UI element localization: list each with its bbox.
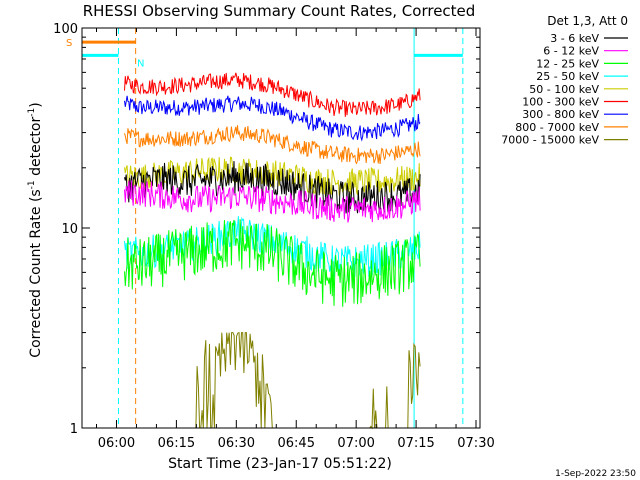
legend-label-7: 800 - 7000 keV bbox=[515, 121, 599, 134]
x-tick-label-4: 07:00 bbox=[337, 436, 374, 451]
legend-label-2: 12 - 25 keV bbox=[536, 57, 599, 70]
plot-area: SN bbox=[66, 28, 464, 430]
series-line-8 bbox=[124, 331, 421, 430]
plot-frame bbox=[81, 27, 481, 429]
legend-label-6: 300 - 800 keV bbox=[522, 108, 599, 121]
y-axis-label: Corrected Count Rate (s-1 detector-1) bbox=[27, 102, 44, 357]
legend-label-3: 25 - 50 keV bbox=[536, 70, 599, 83]
legend-label-8: 7000 - 15000 keV bbox=[501, 134, 599, 147]
series-line-0 bbox=[124, 160, 421, 214]
x-tick-label-1: 06:15 bbox=[158, 436, 195, 451]
y-axis-label-main: Corrected Count Rate (s bbox=[28, 189, 44, 357]
x-axis-label: Start Time (23-Jan-17 05:51:22) bbox=[168, 456, 392, 472]
chart-title: RHESSI Observing Summary Count Rates, Co… bbox=[83, 2, 476, 20]
x-tick-label-2: 06:30 bbox=[218, 436, 255, 451]
x-tick-label-6: 07:30 bbox=[457, 436, 494, 451]
x-axis: 06:00 06:15 06:30 06:45 07:00 07:15 07:30 bbox=[96, 28, 495, 451]
flag-label-n: N bbox=[137, 58, 144, 69]
y-axis-label-exp2: -1 bbox=[27, 108, 37, 117]
y-axis-label-mid: detector bbox=[28, 117, 44, 181]
y-tick-label-1: 10 bbox=[61, 222, 78, 237]
series-line-7 bbox=[124, 125, 421, 165]
x-tick-label-5: 07:15 bbox=[397, 436, 434, 451]
y-tick-label-0: 1 bbox=[70, 422, 78, 437]
legend-label-1: 6 - 12 keV bbox=[543, 45, 599, 58]
y-axis-label-exp1: -1 bbox=[27, 180, 37, 189]
series-line-2 bbox=[124, 219, 421, 307]
x-tick-label-0: 06:00 bbox=[98, 436, 135, 451]
legend-label-4: 50 - 100 keV bbox=[529, 83, 599, 96]
timestamp: 1-Sep-2022 23:50 bbox=[555, 469, 636, 479]
series-line-5 bbox=[124, 72, 421, 117]
legend-header: Det 1,3, Att 0 bbox=[547, 14, 628, 28]
legend-label-5: 100 - 300 keV bbox=[522, 96, 599, 109]
flag-label-s: S bbox=[66, 38, 72, 49]
y-tick-label-2: 100 bbox=[53, 22, 78, 37]
y-axis-label-end: ) bbox=[28, 102, 44, 107]
series-line-1 bbox=[124, 180, 421, 223]
legend-label-0: 3 - 6 keV bbox=[550, 32, 599, 45]
series-line-6 bbox=[124, 95, 421, 142]
x-tick-label-3: 06:45 bbox=[278, 436, 315, 451]
